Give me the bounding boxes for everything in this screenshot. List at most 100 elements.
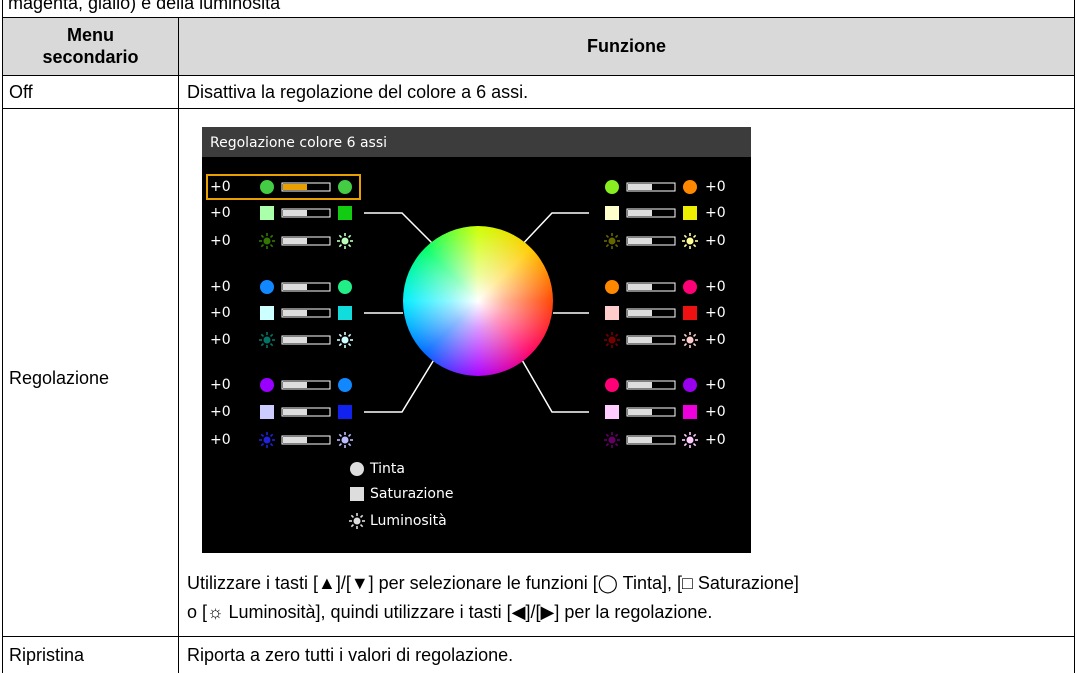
slider-fill (283, 382, 307, 388)
screen: Regolazione colore 6 assi +0 +0 +0 +0 +0 +0 +0… (202, 127, 751, 529)
slider-fill (283, 337, 307, 343)
luminance-ray (359, 523, 364, 528)
hue-icon (683, 378, 697, 392)
saturation-icon (605, 206, 619, 220)
luminance-ray (260, 234, 265, 239)
adjust-value: +0 (705, 305, 726, 321)
slider-fill (628, 382, 652, 388)
saturation-icon (683, 306, 697, 320)
luminance-ray (683, 333, 688, 338)
saturation-icon (605, 405, 619, 419)
menu-item: Off (9, 82, 33, 102)
hue-icon (683, 180, 697, 194)
saturation-icon (338, 405, 352, 419)
luminance-ray (614, 243, 619, 248)
luminance-icon (263, 336, 271, 344)
adjust-value: +0 (705, 432, 726, 448)
saturation-icon (260, 206, 274, 220)
luminance-ray (260, 433, 265, 438)
connector (364, 352, 439, 413)
adjust-value: +0 (210, 377, 231, 393)
luminance-ray (683, 342, 688, 347)
luminance-ray (683, 234, 688, 239)
connector (517, 352, 589, 413)
slider-fill (628, 184, 652, 190)
luminance-ray (683, 433, 688, 438)
luminance-ray (347, 342, 352, 347)
saturation-icon (338, 206, 352, 220)
column-header: Menu (67, 25, 114, 45)
saturation-icon (350, 487, 364, 501)
title-bar (202, 127, 751, 157)
slider-fill (283, 210, 307, 216)
header-fragment: magenta, giallo) e della luminosità (8, 0, 281, 13)
luminance-ray (605, 333, 610, 338)
selection-frame (206, 174, 361, 200)
luminance-ray (614, 342, 619, 347)
luminance-ray (338, 342, 343, 347)
luminance-ray (260, 442, 265, 447)
luminance-icon (353, 517, 361, 525)
legend-label: Luminosità (370, 513, 447, 529)
luminance-ray (269, 333, 274, 338)
luminance-ray (605, 243, 610, 248)
hue-icon (260, 378, 274, 392)
hue-icon (350, 462, 364, 476)
adjust-value: +0 (705, 404, 726, 420)
luminance-icon (686, 436, 694, 444)
luminance-ray (347, 333, 352, 338)
luminance-ray (338, 433, 343, 438)
luminance-ray (692, 234, 697, 239)
luminance-ray (338, 442, 343, 447)
rule (2, 636, 1075, 637)
saturation-icon (683, 206, 697, 220)
hue-icon (338, 280, 352, 294)
hue-icon (260, 280, 274, 294)
luminance-ray (260, 333, 265, 338)
adjust-value: +0 (705, 377, 726, 393)
luminance-icon (686, 336, 694, 344)
luminance-ray (269, 433, 274, 438)
adjust-value: +0 (210, 233, 231, 249)
legend-label: Tinta (369, 461, 405, 477)
rule (2, 108, 1075, 109)
slider-fill (283, 310, 307, 316)
luminance-ray (260, 342, 265, 347)
slider-fill (628, 310, 652, 316)
luminance-ray (614, 442, 619, 447)
color-wheel (403, 226, 553, 376)
luminance-ray (692, 333, 697, 338)
luminance-ray (338, 243, 343, 248)
adjust-value: +0 (210, 332, 231, 348)
luminance-ray (338, 234, 343, 239)
function-text: Disattiva la regolazione del colore a 6 … (187, 82, 529, 102)
screen-image: Regolazione colore 6 assi +0 +0 +0 +0 +0 +0 +0… (202, 127, 751, 553)
rule (2, 75, 1075, 76)
adjust-value: +0 (210, 404, 231, 420)
luminance-icon (608, 336, 616, 344)
luminance-ray (347, 243, 352, 248)
rule (2, 0, 3, 673)
luminance-ray (269, 243, 274, 248)
luminance-ray (605, 342, 610, 347)
rule (1074, 0, 1075, 673)
luminance-ray (347, 433, 352, 438)
luminance-icon (341, 336, 349, 344)
luminance-icon (341, 237, 349, 245)
menu-item: Regolazione (9, 368, 110, 388)
hue-icon (683, 280, 697, 294)
instruction: o [☼ Luminosità], quindi utilizzare i ta… (187, 602, 713, 622)
luminance-ray (350, 514, 355, 519)
slider-fill (283, 284, 307, 290)
luminance-ray (347, 234, 352, 239)
saturation-icon (338, 306, 352, 320)
slider-fill (628, 238, 652, 244)
rule (178, 17, 179, 673)
luminance-ray (347, 442, 352, 447)
adjust-value: +0 (210, 279, 231, 295)
adjust-value: +0 (210, 305, 231, 321)
instruction: Utilizzare i tasti [▲]/[▼] per seleziona… (187, 573, 799, 593)
luminance-icon (686, 237, 694, 245)
menu-item: Ripristina (9, 645, 85, 665)
